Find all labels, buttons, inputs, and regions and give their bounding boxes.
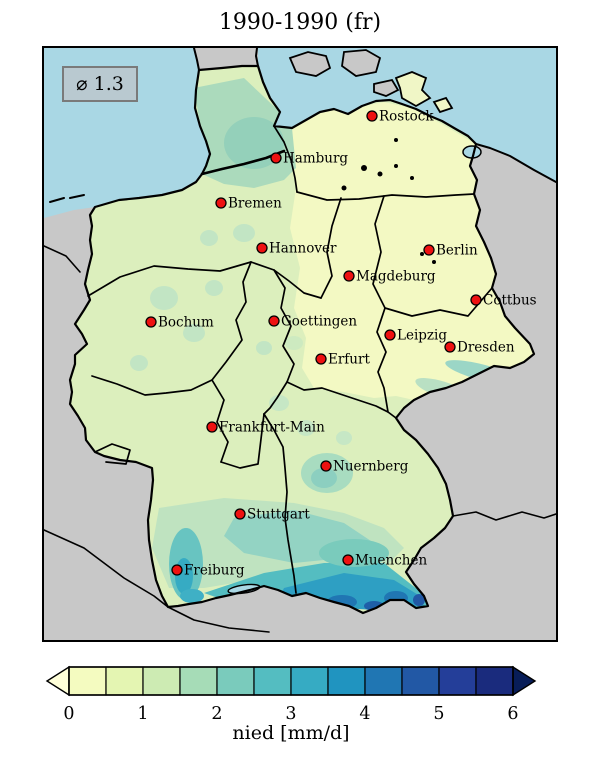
mean-value-badge: ⌀ 1.3: [62, 66, 138, 102]
city-dot: [206, 421, 218, 433]
colorbar-bin: [253, 666, 292, 696]
city-marker-hamburg: Hamburg: [270, 151, 348, 167]
city-marker-magdeburg: Magdeburg: [343, 269, 436, 285]
city-marker-muenchen: Muenchen: [342, 553, 427, 569]
city-label: Bremen: [228, 196, 282, 212]
city-dot: [315, 353, 327, 365]
city-marker-stuttgart: Stuttgart: [234, 507, 310, 523]
city-dot: [234, 508, 246, 520]
colorbar-bin: [179, 666, 218, 696]
colorbar-bin: [142, 666, 181, 696]
germany-precipitation-map: Rostock Hamburg Bremen Hannover BerlinMagdeb…: [44, 48, 556, 640]
city-marker-hannover: Hannover: [256, 241, 337, 257]
map-axes: Rostock Hamburg Bremen Hannover Berlin Magdeb…: [42, 46, 558, 642]
city-dot: [423, 244, 435, 256]
city-dot: [384, 329, 396, 341]
city-dot: [268, 315, 280, 327]
city-label: Berlin: [436, 243, 478, 259]
colorbar-tick: 3: [285, 704, 296, 724]
city-marker-nuernberg: Nuernberg: [320, 459, 409, 475]
city-label: Muenchen: [355, 553, 427, 569]
city-label: Nuernberg: [333, 459, 409, 475]
city-dot: [444, 341, 456, 353]
city-dot: [366, 110, 378, 122]
colorbar-tick: 4: [359, 704, 370, 724]
colorbar-bin: [364, 666, 403, 696]
city-label: Goettingen: [281, 314, 357, 330]
colorbar-over-arrow: [512, 665, 537, 697]
city-marker-berlin: Berlin: [423, 243, 478, 259]
city-dot: [320, 460, 332, 472]
figure-title: 1990-1990 (fr): [218, 10, 382, 35]
city-marker-rostock: Rostock: [366, 109, 434, 125]
city-marker-cottbus: Cottbus: [470, 293, 537, 309]
city-dot: [343, 270, 355, 282]
colorbar-bin: [105, 666, 144, 696]
city-dot: [256, 242, 268, 254]
city-label: Freiburg: [184, 563, 245, 579]
city-label: Dresden: [457, 340, 515, 356]
city-dot: [342, 554, 354, 566]
city-dot: [145, 316, 157, 328]
city-dot: [171, 564, 183, 576]
city-label: Bochum: [158, 315, 214, 331]
city-marker-erfurt: Erfurt: [315, 352, 370, 368]
colorbar-tick: 0: [63, 704, 74, 724]
colorbar-bin: [68, 666, 107, 696]
city-markers: Rostock Hamburg Bremen Hannover BerlinMagdeb…: [145, 109, 537, 579]
city-marker-frankfurt-main: Frankfurt-Main: [206, 420, 325, 436]
colorbar-tick: 5: [433, 704, 444, 724]
colorbar-bin: [401, 666, 440, 696]
city-dot: [470, 294, 482, 306]
city-marker-goettingen: Goettingen: [268, 314, 357, 330]
colorbar-tick: 6: [507, 704, 518, 724]
city-marker-bremen: Bremen: [215, 196, 282, 212]
city-label: Frankfurt-Main: [219, 420, 325, 436]
city-marker-dresden: Dresden: [444, 340, 515, 356]
colorbar-under-arrow: [45, 665, 70, 697]
city-marker-bochum: Bochum: [145, 315, 214, 331]
colorbar: 0 1 2 3 4 5 6: [44, 664, 556, 726]
colorbar-bin: [216, 666, 255, 696]
colorbar-tick: 1: [137, 704, 148, 724]
colorbar-bin: [290, 666, 329, 696]
city-marker-freiburg: Freiburg: [171, 563, 245, 579]
city-label: Leipzig: [397, 328, 447, 344]
city-label: Hannover: [269, 241, 337, 257]
colorbar-svg: 0 1 2 3 4 5 6: [45, 665, 537, 724]
city-label: Cottbus: [483, 293, 537, 309]
city-label: Magdeburg: [356, 269, 436, 285]
city-dot: [270, 152, 282, 164]
city-label: Erfurt: [328, 352, 370, 368]
colorbar-bin: [327, 666, 366, 696]
colorbar-tick: 2: [211, 704, 222, 724]
colorbar-label: nied [mm/d]: [232, 722, 350, 744]
city-marker-leipzig: Leipzig: [384, 328, 447, 344]
city-label: Hamburg: [283, 151, 348, 167]
city-label: Stuttgart: [247, 507, 310, 523]
city-label: Rostock: [379, 109, 434, 125]
city-dot: [215, 197, 227, 209]
colorbar-bin: [475, 666, 514, 696]
colorbar-bin: [438, 666, 477, 696]
